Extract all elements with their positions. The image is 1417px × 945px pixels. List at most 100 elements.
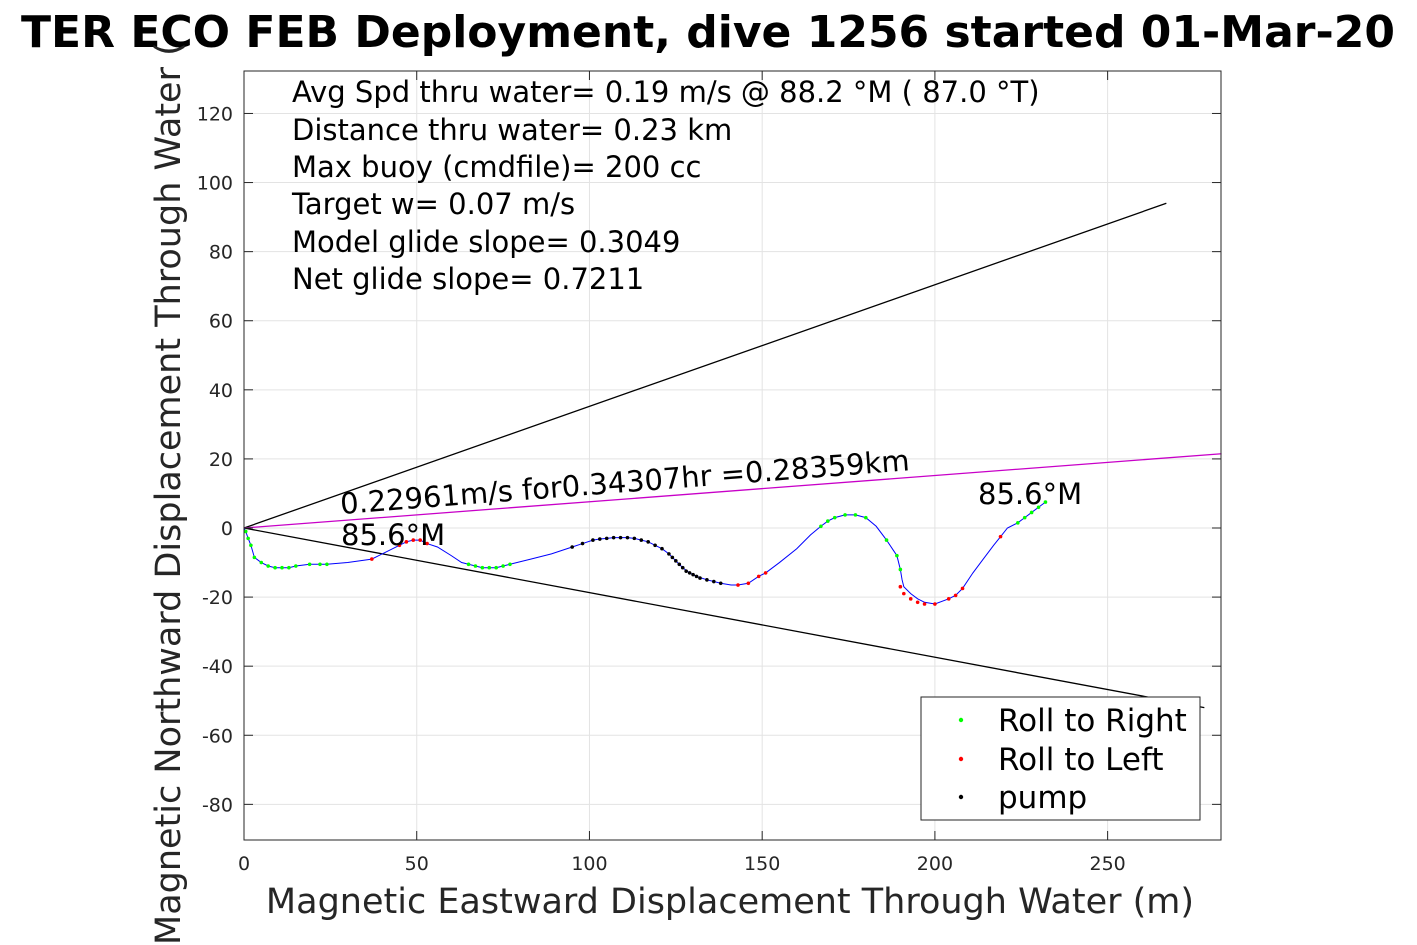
reference-lines bbox=[243, 202, 1222, 709]
roll-right-point bbox=[480, 565, 485, 570]
data-points bbox=[243, 500, 1048, 606]
roll-right-point bbox=[494, 565, 498, 570]
pump-point bbox=[718, 581, 723, 586]
x-tick-label: 0 bbox=[238, 853, 250, 875]
dive-track bbox=[243, 501, 1046, 605]
roll-left-point bbox=[756, 574, 761, 579]
legend-label-roll-right: Roll to Right bbox=[998, 703, 1187, 739]
reference-line bbox=[243, 453, 1222, 529]
roll-right-point bbox=[325, 562, 329, 567]
roll-left-point bbox=[953, 593, 958, 598]
y-tick-label: 120 bbox=[197, 103, 233, 125]
pump-point bbox=[598, 537, 602, 541]
roll-left-point bbox=[425, 541, 429, 546]
pump-point bbox=[680, 565, 685, 570]
x-tick-label: 150 bbox=[744, 853, 780, 875]
pump-point bbox=[653, 543, 657, 548]
roll-right-point bbox=[249, 543, 253, 548]
roll-left-point bbox=[946, 597, 951, 601]
pump-point bbox=[670, 555, 675, 560]
roll-left-point bbox=[404, 540, 409, 544]
roll-right-point bbox=[259, 560, 264, 565]
y-tick-label: 80 bbox=[209, 242, 233, 264]
roll-left-point bbox=[998, 534, 1003, 539]
reference-line bbox=[243, 202, 1167, 529]
x-tick-label: 250 bbox=[1089, 853, 1125, 875]
axis-ticks: 0 50 100 150 200 250120100806040200-20-40-60-… bbox=[197, 71, 1221, 875]
reference-line bbox=[243, 527, 1205, 709]
pump-point bbox=[712, 579, 716, 584]
stats-annotations: Avg Spd thru water= 0.19 m/s @ 88.2 °M (… bbox=[291, 75, 1040, 296]
y-tick-label: -80 bbox=[202, 794, 233, 816]
legend-box bbox=[920, 696, 1201, 821]
x-tick-label: 100 bbox=[571, 853, 607, 875]
pump-point bbox=[687, 571, 692, 575]
x-tick-label: 50 bbox=[405, 853, 429, 875]
roll-right-point bbox=[266, 564, 270, 568]
pump-point bbox=[705, 578, 709, 582]
roll-right-point bbox=[1029, 510, 1034, 515]
pump-point bbox=[660, 546, 664, 551]
legend-label-roll-left: Roll to Left bbox=[998, 742, 1164, 778]
pump-point bbox=[580, 541, 585, 546]
pump-point bbox=[611, 535, 616, 540]
pump-point bbox=[618, 535, 623, 540]
pump-point bbox=[639, 538, 644, 542]
roll-right-point bbox=[826, 519, 830, 523]
roll-right-point bbox=[273, 565, 277, 570]
pump-point bbox=[691, 572, 695, 577]
annotation-target-w: Target w= 0.07 m/s bbox=[291, 187, 575, 221]
pump-point bbox=[625, 535, 630, 540]
roll-left-point bbox=[915, 600, 920, 605]
legend: Roll to Right Roll to Left pump bbox=[920, 696, 1201, 821]
roll-left-point bbox=[902, 591, 906, 596]
roll-left-point bbox=[898, 584, 903, 589]
pump-point bbox=[604, 536, 609, 541]
annotation-max-buoy: Max buoy (cmdfile)= 200 cc bbox=[292, 150, 701, 184]
roll-left-point bbox=[763, 571, 768, 575]
roll-right-point bbox=[1016, 521, 1020, 525]
roll-right-point bbox=[318, 562, 322, 567]
legend-marker-pump bbox=[958, 794, 964, 800]
y-tick-label: -20 bbox=[202, 587, 233, 609]
roll-left-point bbox=[411, 538, 416, 542]
roll-right-point bbox=[1036, 505, 1041, 510]
roll-right-point bbox=[243, 529, 248, 534]
roll-left-point bbox=[922, 602, 927, 606]
pump-point bbox=[674, 559, 678, 563]
roll-left-point bbox=[908, 597, 913, 601]
roll-left-point bbox=[746, 581, 751, 586]
roll-right-point bbox=[832, 515, 837, 520]
pump-point bbox=[667, 552, 671, 556]
annotation-avg-speed: Avg Spd thru water= 0.19 m/s @ 88.2 °M (… bbox=[292, 75, 1040, 109]
roll-right-point bbox=[252, 555, 257, 560]
roll-right-point bbox=[508, 562, 512, 567]
pump-point bbox=[694, 574, 699, 579]
y-tick-label: 40 bbox=[209, 380, 233, 402]
pump-point bbox=[677, 562, 682, 567]
y-tick-label: -40 bbox=[202, 656, 233, 678]
roll-left-point bbox=[736, 583, 740, 587]
y-tick-label: -60 bbox=[202, 725, 233, 747]
x-axis-label: Magnetic Eastward Displacement Through W… bbox=[266, 882, 1194, 922]
roll-right-point bbox=[294, 564, 298, 568]
roll-left-point bbox=[370, 557, 374, 561]
roll-right-point bbox=[1043, 500, 1048, 504]
roll-left-point bbox=[418, 538, 422, 542]
roll-right-point bbox=[864, 515, 868, 520]
heading-label-start: 85.6°M bbox=[341, 518, 445, 552]
roll-left-point bbox=[933, 602, 937, 606]
roll-left-point bbox=[960, 586, 965, 591]
roll-right-point bbox=[819, 524, 823, 529]
roll-right-point bbox=[307, 562, 312, 567]
roll-right-point bbox=[246, 536, 250, 541]
roll-right-point bbox=[884, 538, 889, 542]
legend-label-pump: pump bbox=[998, 780, 1087, 816]
pump-point bbox=[591, 538, 595, 542]
roll-right-point bbox=[501, 564, 505, 568]
annotation-net-glide-slope: Net glide slope= 0.7211 bbox=[292, 262, 644, 296]
pump-point bbox=[646, 540, 650, 544]
legend-marker-roll-right bbox=[958, 717, 964, 723]
y-tick-label: 60 bbox=[209, 311, 233, 333]
